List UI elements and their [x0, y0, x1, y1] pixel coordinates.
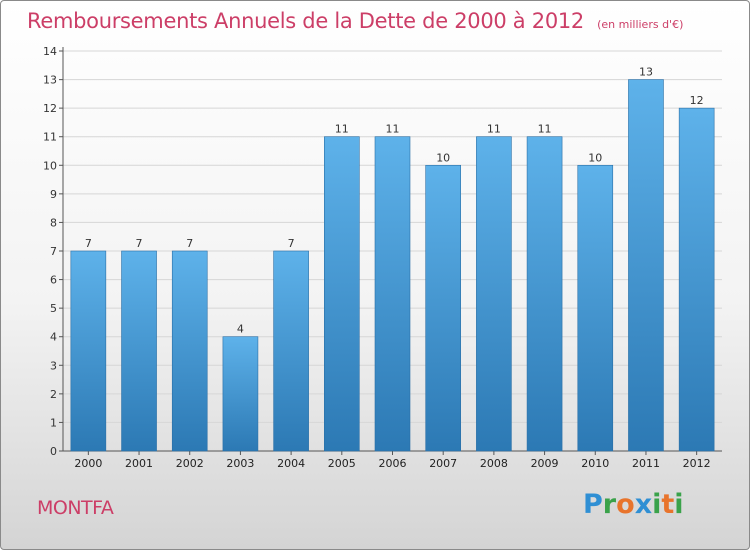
bar-2001 [121, 250, 157, 452]
y-tick-label: 3 [50, 359, 57, 372]
x-tick-label: 2004 [277, 457, 305, 470]
bar-2002 [171, 250, 208, 452]
bar-2003 [222, 336, 259, 452]
logo-letter: i [652, 489, 662, 520]
y-tick-label: 0 [50, 445, 57, 458]
bar-2012 [678, 107, 715, 452]
logo-letter: i [674, 489, 684, 520]
y-tick-label: 4 [50, 331, 57, 344]
bar-2000 [70, 250, 107, 452]
y-tick-label: 11 [43, 131, 57, 144]
bars [70, 79, 715, 452]
bar-value-label: 7 [288, 237, 295, 250]
bar-value-label: 11 [386, 123, 400, 136]
y-tick-label: 12 [43, 102, 57, 115]
bar-2010 [577, 164, 614, 452]
y-tick-label: 9 [50, 188, 57, 201]
bar-2006 [374, 136, 411, 452]
proxiti-logo: Proxiti [583, 489, 684, 520]
bar-value-label: 10 [436, 151, 450, 164]
y-tick-label: 1 [50, 416, 57, 429]
bar-2004 [273, 250, 309, 452]
x-tick-labels: 2000 2001 2002 2003 2004 2005 2006 2007 2008 2009… [74, 457, 710, 470]
y-tick-label: 14 [43, 45, 57, 58]
bar-value-label: 11 [335, 123, 349, 136]
bar-2011 [628, 79, 664, 452]
x-tick-label: 2005 [328, 457, 356, 470]
bar-value-label: 7 [136, 237, 143, 250]
bar-value-label: 11 [487, 123, 501, 136]
logo-letter: o [616, 489, 635, 520]
x-tick-label: 2003 [226, 457, 254, 470]
bar-2007 [425, 164, 461, 452]
y-tick-label: 6 [50, 274, 57, 287]
bar-value-label: 4 [237, 323, 244, 336]
bar-value-label: 7 [186, 237, 193, 250]
x-tick-label: 2007 [429, 457, 457, 470]
logo-letter: t [661, 489, 675, 520]
bar-2009 [526, 136, 563, 452]
x-tick-label: 2002 [176, 457, 204, 470]
bar-value-label: 11 [538, 123, 552, 136]
y-tick-label: 10 [43, 159, 57, 172]
bar-2008 [476, 136, 512, 452]
bar-value-labels: 7 7 7 4 7 11 11 10 11 11 10 13 12 [85, 66, 704, 336]
x-tick-label: 2010 [581, 457, 609, 470]
chart-subtitle: (en milliers d'€) [597, 18, 684, 31]
logo-letter: P [583, 489, 603, 520]
x-tick-label: 2012 [683, 457, 711, 470]
x-tick-label: 2001 [125, 457, 153, 470]
place-name: MONTFA [37, 497, 114, 519]
chart-title: Remboursements Annuels de la Dette de 20… [27, 9, 584, 33]
x-tick-label: 2006 [379, 457, 407, 470]
x-tick-label: 2009 [531, 457, 559, 470]
y-tick-label: 8 [50, 216, 57, 229]
bar-value-label: 7 [85, 237, 92, 250]
bar-value-label: 12 [690, 94, 704, 107]
logo-letter: r [602, 489, 617, 520]
logo-letter: x [634, 489, 653, 520]
y-tick-label: 7 [50, 245, 57, 258]
bar-2005 [324, 136, 360, 452]
x-tick-label: 2008 [480, 457, 508, 470]
y-tick-label: 5 [50, 302, 57, 315]
title-area: Remboursements Annuels de la Dette de 20… [27, 9, 683, 33]
y-tick-label: 2 [50, 388, 57, 401]
bar-value-label: 10 [588, 151, 602, 164]
y-tick-label: 13 [43, 74, 57, 87]
x-tick-label: 2011 [632, 457, 660, 470]
bar-value-label: 13 [639, 66, 653, 79]
x-tick-label: 2000 [74, 457, 102, 470]
